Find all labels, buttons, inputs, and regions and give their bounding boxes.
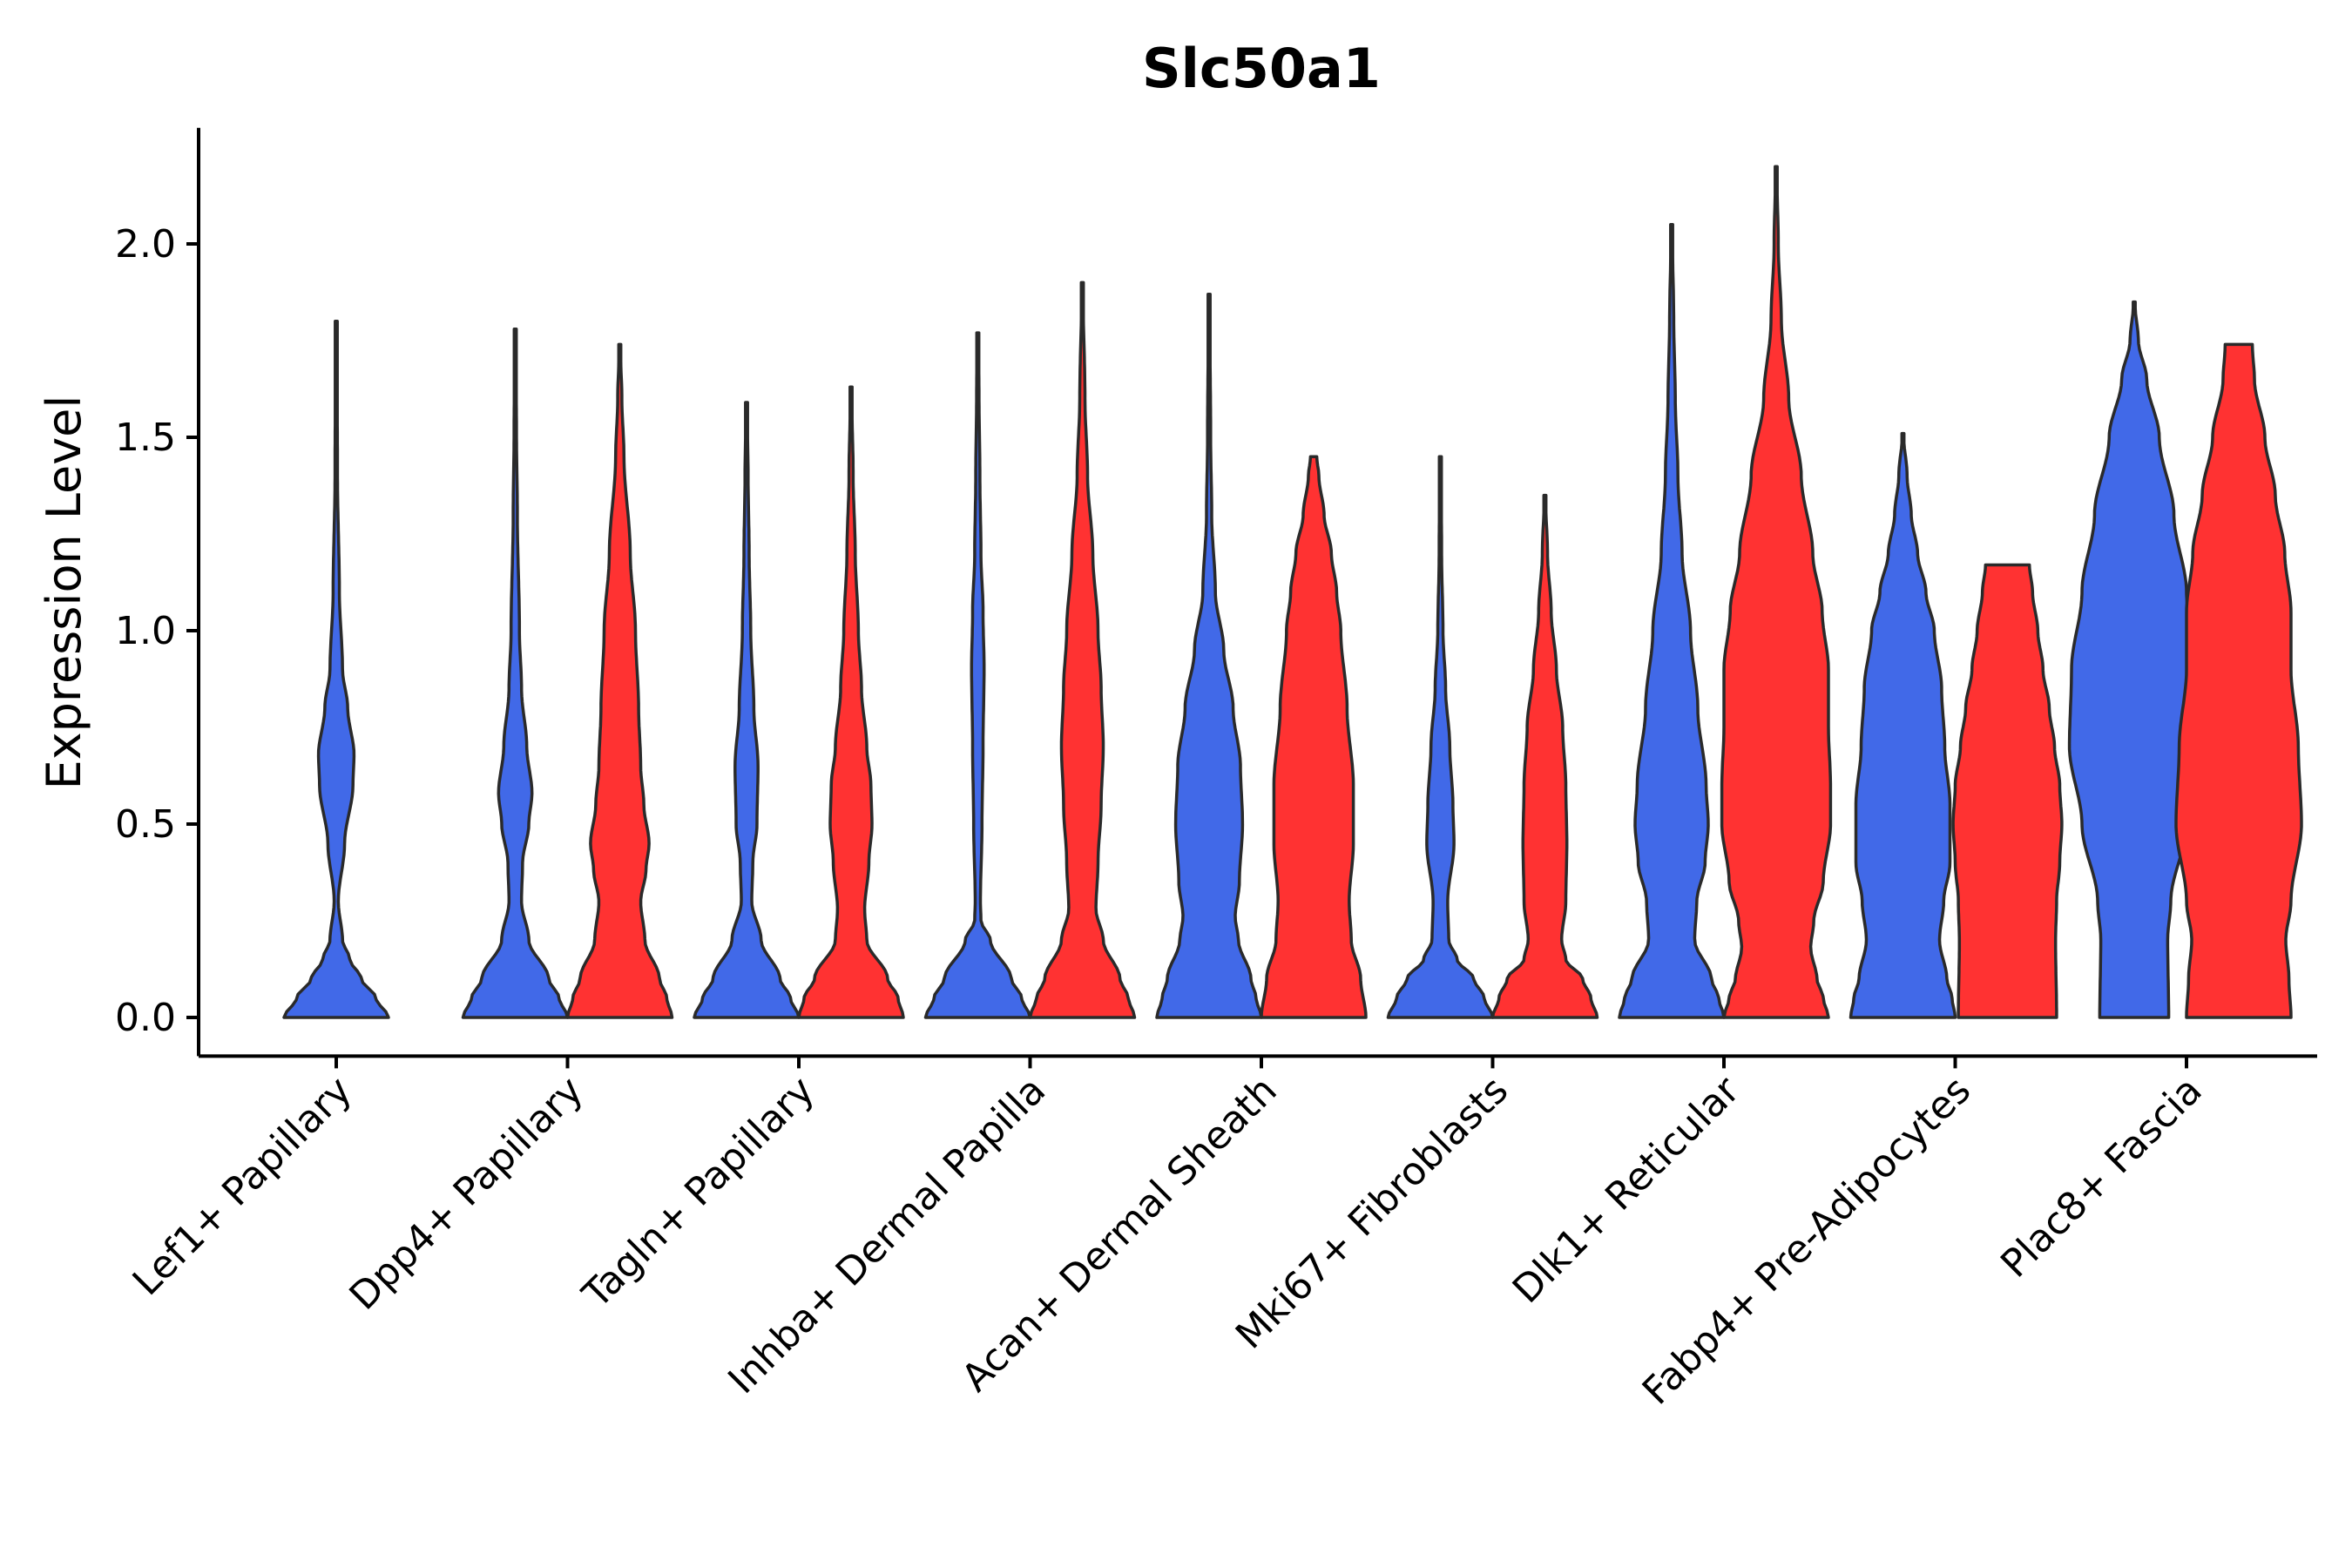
violin-group1 <box>461 327 570 1019</box>
chart-title: Slc50a1 <box>1142 37 1381 100</box>
violin-group1 <box>2067 300 2201 1019</box>
y-tick-label: 0.0 <box>115 996 176 1040</box>
violin-group1 <box>693 401 801 1019</box>
violin-group1 <box>1386 455 1495 1019</box>
y-tick-label: 0.5 <box>115 802 176 847</box>
x-tick-label: Tagln+ Papillary <box>574 1068 823 1317</box>
violin-group1 <box>1848 431 1957 1019</box>
violin-group2 <box>565 342 674 1019</box>
violin-group2 <box>797 385 905 1019</box>
y-tick-label: 2.0 <box>115 222 176 267</box>
violin-group2 <box>1028 280 1137 1019</box>
violins-layer <box>282 165 2303 1019</box>
violin-group2 <box>2174 342 2303 1019</box>
violin-group1 <box>282 320 390 1019</box>
violin-group1 <box>1618 223 1726 1019</box>
violin-group2 <box>1490 493 1599 1019</box>
violin-group1 <box>1155 292 1263 1019</box>
violin-group2 <box>1720 165 1833 1019</box>
x-tick-label: Lef1+ Papillary <box>125 1068 361 1304</box>
violin-group1 <box>923 331 1032 1019</box>
x-tick-label: Dpp4+ Papillary <box>341 1068 592 1319</box>
y-tick-label: 1.5 <box>115 416 176 460</box>
x-tick-label: Dlk1+ Reticular <box>1504 1067 1749 1312</box>
y-tick-label: 1.0 <box>115 609 176 653</box>
violin-group2 <box>1951 563 2064 1019</box>
x-tick-label: Plac8+ Fascia <box>1992 1068 2211 1287</box>
y-axis-label: Expression Level <box>37 395 91 790</box>
violin-group2 <box>1260 455 1368 1019</box>
